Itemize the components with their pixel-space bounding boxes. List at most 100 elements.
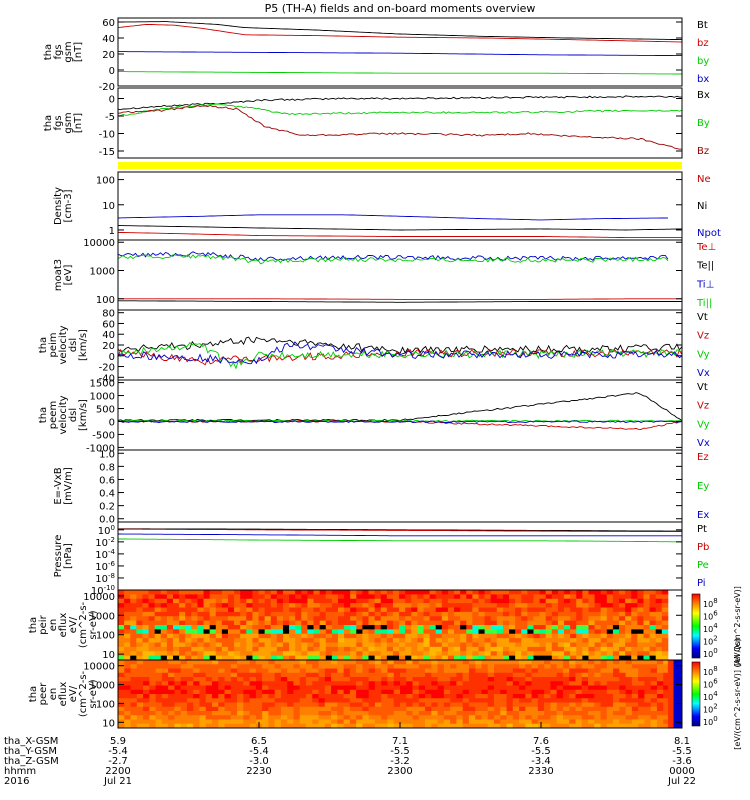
heatmap-cell xyxy=(400,677,407,682)
heatmap-cell xyxy=(118,694,125,699)
y-label-line: tha xyxy=(28,686,39,702)
heatmap-cell xyxy=(324,672,332,678)
heatmap-cell xyxy=(393,681,401,686)
heatmap-cell xyxy=(124,620,131,626)
heatmap-cell xyxy=(581,689,589,695)
heatmap-cell xyxy=(274,677,282,682)
heatmap-cell xyxy=(443,660,451,665)
heatmap-cell xyxy=(262,694,269,699)
heatmap-cell xyxy=(197,629,204,635)
heatmap-cell xyxy=(161,681,169,686)
heatmap-cell xyxy=(118,607,125,613)
heatmap-cell xyxy=(337,625,345,630)
heatmap-cell xyxy=(500,719,507,725)
heatmap-cell xyxy=(270,590,278,595)
heatmap-cell xyxy=(454,655,461,661)
heatmap-cell xyxy=(637,594,644,600)
heatmap-cell xyxy=(600,633,608,639)
heatmap-cell xyxy=(643,638,650,643)
heatmap-cell xyxy=(557,594,565,600)
heatmap-cell xyxy=(324,677,332,682)
heatmap-cell xyxy=(441,603,449,608)
heatmap-cell xyxy=(149,681,156,686)
heatmap-cell xyxy=(569,685,576,691)
heatmap-cell xyxy=(525,723,532,729)
heatmap-cell xyxy=(230,715,238,720)
heatmap-cell xyxy=(381,706,388,712)
heatmap-cell xyxy=(435,646,443,652)
heatmap-cell xyxy=(557,633,565,639)
heatmap-cell xyxy=(663,664,670,669)
heatmap-cell xyxy=(337,694,344,699)
heatmap-cell xyxy=(356,633,363,639)
heatmap-cell xyxy=(490,655,498,661)
heatmap-cell xyxy=(124,590,131,595)
heatmap-cell xyxy=(472,603,479,608)
heatmap-cell xyxy=(289,607,296,613)
heatmap-cell xyxy=(218,719,225,725)
heatmap-cell xyxy=(149,660,156,665)
heatmap-cell xyxy=(650,689,658,695)
heatmap-cell xyxy=(142,607,149,613)
line-Ni xyxy=(117,225,683,231)
heatmap-cell xyxy=(362,646,369,652)
heatmap-cell xyxy=(301,629,308,635)
heatmap-cell xyxy=(293,715,301,720)
heatmap-cell xyxy=(425,723,432,729)
heatmap-cell xyxy=(417,607,424,613)
heatmap-cell xyxy=(478,603,485,608)
heatmap-cell xyxy=(368,681,376,686)
heatmap-cell xyxy=(441,616,449,622)
heatmap-cell xyxy=(631,702,639,708)
heatmap-cell xyxy=(301,590,308,595)
heatmap-cell xyxy=(380,629,388,635)
heatmap-cell xyxy=(649,620,657,626)
heatmap-cell xyxy=(280,677,288,682)
heatmap-cell xyxy=(431,689,438,695)
y-label-line: dsl xyxy=(68,338,79,352)
heatmap-cell xyxy=(274,689,282,695)
heatmap-cell xyxy=(631,677,639,682)
heatmap-cell xyxy=(252,611,259,617)
heatmap-cell xyxy=(293,711,301,716)
heatmap-cell xyxy=(331,625,339,630)
heatmap-cell xyxy=(240,646,247,652)
heatmap-cell xyxy=(313,642,321,648)
heatmap-cell xyxy=(649,642,657,648)
heatmap-cell xyxy=(148,651,156,657)
heatmap-cell xyxy=(374,616,382,622)
heatmap-cell xyxy=(306,689,313,695)
heatmap-cell xyxy=(350,594,357,600)
heatmap-cell xyxy=(154,611,162,617)
heatmap-cell xyxy=(650,681,658,686)
heatmap-cell xyxy=(386,625,394,630)
heatmap-cell xyxy=(475,677,482,682)
heatmap-cell xyxy=(663,681,670,686)
heatmap-cell xyxy=(649,655,657,661)
heatmap-cell xyxy=(264,590,272,595)
heatmap-cell xyxy=(221,655,229,661)
y-label-line: dsl xyxy=(68,408,79,422)
heatmap-cell xyxy=(264,655,272,661)
heatmap-cell xyxy=(356,603,363,608)
heatmap-cell xyxy=(564,638,571,643)
heatmap-cell xyxy=(429,655,437,661)
heatmap-cell xyxy=(212,685,219,691)
heatmap-cell xyxy=(417,603,424,608)
heatmap-cell xyxy=(209,651,217,657)
heatmap-cell xyxy=(191,646,198,652)
heatmap-cell xyxy=(631,668,639,674)
heatmap-cell xyxy=(331,620,339,626)
heatmap-cell xyxy=(509,646,516,652)
heatmap-cell xyxy=(337,698,344,703)
heatmap-cell xyxy=(249,689,257,695)
heatmap-cell xyxy=(412,677,420,682)
heatmap-cell xyxy=(613,694,620,699)
heatmap-cell xyxy=(454,598,461,604)
heatmap-cell xyxy=(606,620,614,626)
heatmap-cell xyxy=(472,638,479,643)
x-row-value: 2300 xyxy=(387,766,412,777)
heatmap-cell xyxy=(299,668,307,674)
heatmap-cell xyxy=(124,677,131,682)
heatmap-cell xyxy=(331,629,339,635)
